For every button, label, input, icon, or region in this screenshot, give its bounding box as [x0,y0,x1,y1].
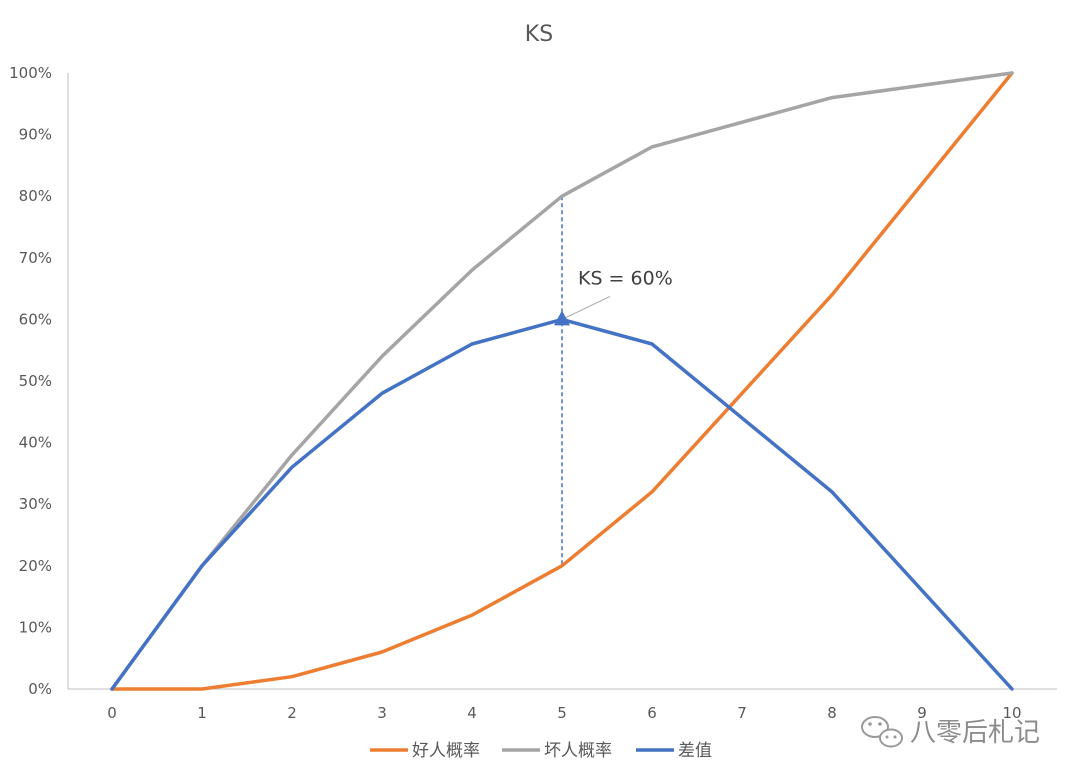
watermark-text: 八零后札记 [910,718,1040,748]
watermark: 八零后札记 [861,716,1040,748]
series-line-1 [110,71,1014,691]
legend-label: 好人概率 [412,741,480,761]
series-line-2 [110,317,1014,691]
y-tick-label: 80% [19,187,52,205]
x-tick-label: 10 [1002,704,1021,722]
chart-title: KS [525,22,553,47]
x-tick-label: 0 [107,704,117,722]
y-tick-label: 100% [9,64,52,82]
ks-leader-line [561,295,611,320]
ks-annotation: KS = 60% [561,196,673,566]
y-tick-label: 70% [19,249,52,267]
x-tick-label: 4 [467,704,477,722]
x-tick-label: 7 [737,704,747,722]
y-tick-label: 40% [19,434,52,452]
y-tick-label: 50% [19,372,52,390]
y-tick-label: 60% [19,310,52,328]
y-tick-labels: 0% 10% 20% 30% 40% 50% 60% 70% 80% 90% 100% [9,64,52,698]
x-tick-label: 1 [197,704,207,722]
y-tick-label: 30% [19,495,52,513]
y-tick-label: 90% [19,126,52,144]
y-tick-label: 10% [19,618,52,636]
series-lines [110,71,1014,691]
ks-marker [554,310,570,326]
x-tick-label: 6 [647,704,657,722]
x-tick-label: 8 [827,704,837,722]
y-tick-label: 20% [19,557,52,575]
x-tick-label: 2 [287,704,297,722]
y-tick-label: 0% [28,680,52,698]
legend: 好人概率 坏人概率 差值 [370,741,712,761]
x-tick-label: 9 [917,704,927,722]
x-tick-labels: 0 1 2 3 4 5 6 7 8 9 10 [107,704,1021,722]
legend-label: 坏人概率 [544,741,612,761]
series-line-0 [110,71,1014,691]
legend-label: 差值 [678,741,712,761]
ks-annotation-label: KS = 60% [578,267,673,289]
x-tick-label: 5 [557,704,567,722]
x-tick-label: 3 [377,704,387,722]
ks-marker-triangle [554,310,570,326]
wechat-icon [861,716,903,748]
